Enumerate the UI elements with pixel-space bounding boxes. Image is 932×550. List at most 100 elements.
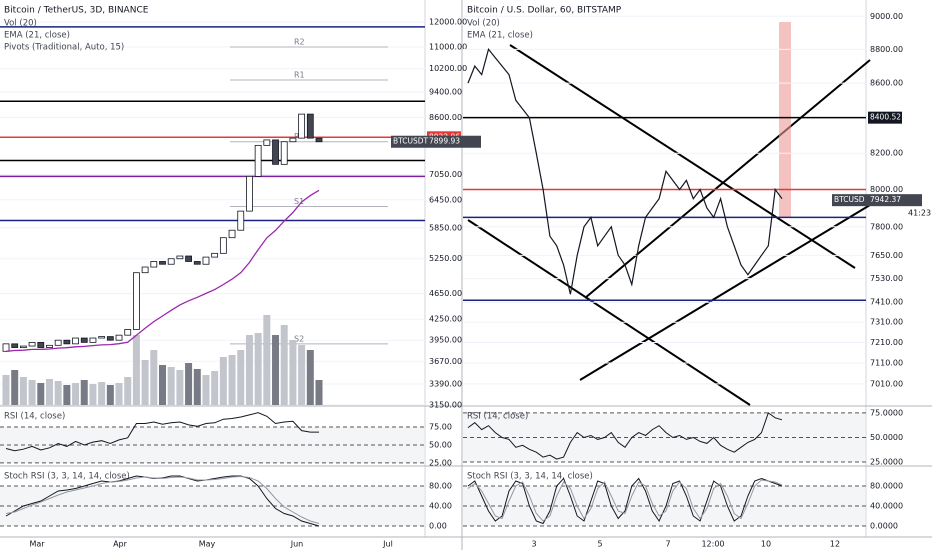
pane-label: Stoch RSI (3, 3, 14, 14, close) bbox=[4, 472, 130, 482]
candle bbox=[176, 255, 184, 260]
price-tag-label: BTCUSD bbox=[834, 195, 865, 204]
volume-bar bbox=[237, 350, 245, 405]
volume-bar bbox=[89, 384, 97, 405]
candle bbox=[193, 261, 201, 265]
price-tag-label: 8400.52 bbox=[870, 113, 901, 122]
volume-bar bbox=[202, 375, 210, 405]
countdown: 41:23 bbox=[908, 209, 931, 218]
volume-bar bbox=[159, 365, 166, 405]
indicator-label: Vol (20) bbox=[467, 19, 500, 29]
volume-bar bbox=[150, 350, 158, 405]
volume-bar bbox=[54, 381, 62, 405]
y-tick-label: 7310.00 bbox=[870, 318, 903, 327]
candle bbox=[19, 345, 27, 348]
volume-bar bbox=[2, 375, 10, 405]
x-tick-label: 5 bbox=[597, 540, 602, 549]
candle bbox=[263, 139, 271, 146]
y-tick-label: 3150.00 bbox=[429, 401, 462, 410]
volume-bar bbox=[124, 377, 132, 405]
x-tick-label: May bbox=[199, 540, 216, 549]
y-tick-label: 7050.00 bbox=[429, 170, 462, 179]
y-tick-label: 7010.00 bbox=[870, 379, 903, 388]
candle bbox=[246, 175, 253, 212]
y-tick-label: 40.0000 bbox=[870, 502, 903, 511]
candle bbox=[46, 344, 53, 348]
candle bbox=[98, 336, 106, 339]
price-tag bbox=[832, 194, 922, 207]
band bbox=[463, 486, 866, 526]
price-tag bbox=[868, 111, 902, 124]
y-tick-label: 5250.00 bbox=[429, 254, 462, 263]
candle bbox=[167, 258, 175, 265]
volume-bar bbox=[37, 383, 45, 405]
indicator-label: Pivots (Traditional, Auto, 15) bbox=[4, 43, 124, 53]
chart-title: Bitcoin / TetherUS, 3D, BINANCE bbox=[4, 6, 149, 16]
rsi-line bbox=[467, 412, 783, 460]
highlight-zone bbox=[779, 22, 791, 218]
indicator-label: EMA (21, close) bbox=[4, 31, 70, 41]
y-tick-label: 80.00 bbox=[429, 482, 452, 491]
pane-label: Stoch RSI (3, 3, 14, 14, close) bbox=[467, 472, 593, 482]
y-tick-label: 0.0000 bbox=[870, 522, 898, 531]
y-tick-label: 3670.00 bbox=[429, 357, 462, 366]
y-tick-label: 3390.00 bbox=[429, 379, 462, 388]
y-tick-label: 25.0000 bbox=[870, 458, 903, 467]
candle bbox=[72, 337, 79, 345]
candle bbox=[219, 237, 227, 254]
candle bbox=[115, 334, 123, 341]
candle bbox=[54, 339, 62, 346]
candle bbox=[237, 210, 245, 231]
y-tick-label: 6450.00 bbox=[429, 195, 462, 204]
volume-bar bbox=[315, 380, 323, 405]
indicator-label: EMA (21, close) bbox=[467, 31, 533, 41]
candle bbox=[124, 329, 132, 336]
y-tick-label: 11000.00 bbox=[429, 42, 467, 51]
x-tick-label: Jul bbox=[382, 540, 393, 549]
y-tick-label: 40.00 bbox=[429, 502, 452, 511]
candle bbox=[306, 113, 314, 139]
volume-bar bbox=[19, 377, 27, 405]
volume-bar bbox=[228, 355, 236, 405]
y-tick-label: 4650.00 bbox=[429, 289, 462, 298]
indicator-label: Vol (20) bbox=[4, 19, 37, 29]
volume-bar bbox=[106, 385, 114, 405]
candle bbox=[37, 341, 45, 348]
stoch-line bbox=[467, 479, 783, 522]
candle bbox=[272, 139, 279, 165]
volume-bar bbox=[176, 370, 184, 405]
y-tick-label: 9000.00 bbox=[870, 12, 903, 21]
volume-bar bbox=[298, 345, 306, 405]
price-tag-value: 7942.37 bbox=[870, 195, 901, 204]
y-tick-label: 7650.00 bbox=[870, 251, 903, 260]
x-tick-label: Apr bbox=[113, 540, 128, 549]
volume-bar bbox=[115, 383, 123, 405]
candle bbox=[11, 343, 19, 348]
candle bbox=[80, 337, 88, 343]
volume-bar bbox=[254, 333, 262, 405]
pivot-label: R2 bbox=[294, 37, 305, 46]
y-tick-label: 7110.00 bbox=[870, 359, 903, 368]
y-tick-label: 75.00 bbox=[429, 423, 452, 432]
candle bbox=[141, 266, 149, 274]
candle bbox=[280, 141, 288, 165]
y-tick-label: 8800.00 bbox=[870, 45, 903, 54]
volume-bar bbox=[289, 340, 297, 405]
y-tick-label: 7800.00 bbox=[870, 222, 903, 231]
y-tick-label: 4250.00 bbox=[429, 315, 462, 324]
x-tick-label: 10 bbox=[761, 540, 771, 549]
stoch-line bbox=[5, 475, 320, 524]
candle bbox=[133, 272, 140, 330]
y-tick-label: 10200.00 bbox=[429, 64, 467, 73]
y-tick-label: 8600.00 bbox=[429, 113, 462, 122]
candle bbox=[254, 144, 262, 177]
y-tick-label: 8000.00 bbox=[870, 185, 903, 194]
candle bbox=[315, 137, 323, 143]
candle bbox=[2, 343, 10, 352]
rsi-line bbox=[5, 412, 319, 452]
pivot-label: S2 bbox=[294, 334, 304, 343]
candle bbox=[298, 113, 306, 139]
pivot-label: P bbox=[294, 132, 299, 141]
pivot-label: R1 bbox=[294, 71, 305, 80]
volume-bar bbox=[98, 382, 106, 405]
